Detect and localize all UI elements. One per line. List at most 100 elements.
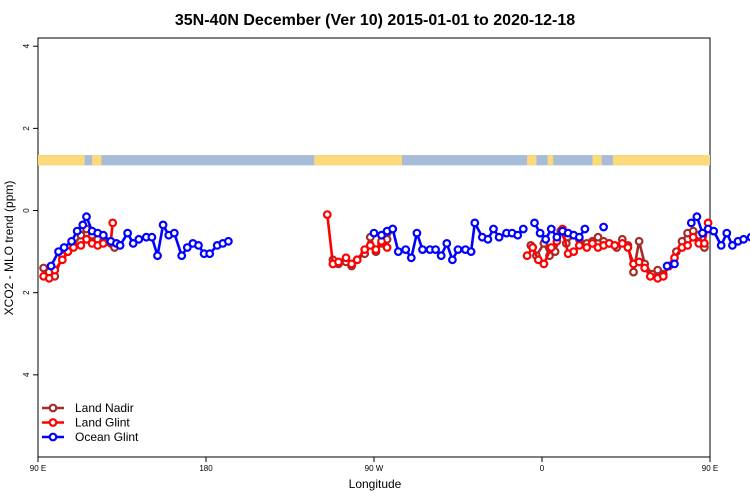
land-segment-4 xyxy=(547,155,554,166)
ocean-glint-point-1-5 xyxy=(401,245,411,255)
ocean-glint-point-2-4 xyxy=(552,232,562,242)
ocean-glint-point-0-30 xyxy=(223,236,233,246)
y-axis-title: XCO2 - MLO trend (ppm) xyxy=(2,181,16,316)
ocean-glint-point-0-14 xyxy=(128,238,138,248)
ocean-glint-point-5-2 xyxy=(698,228,707,238)
ocean-glint-point-0-15 xyxy=(134,234,144,244)
land-glint-point-2-11 xyxy=(588,238,597,248)
land-glint-point-0-6 xyxy=(76,240,86,250)
ocean-glint-point-1-10 xyxy=(431,245,441,255)
ocean-glint-point-1-1 xyxy=(377,230,386,240)
land-nadir-point-2-21 xyxy=(653,265,663,275)
land-glint-point-2-23 xyxy=(658,271,668,281)
ocean-glint-point-5-9 xyxy=(739,234,748,244)
legend-label-ocean-glint: Ocean Glint xyxy=(75,430,139,444)
land-glint-point-2-3 xyxy=(539,259,549,269)
ocean-glint-point-2-3 xyxy=(546,224,556,234)
ocean-glint-point-1-3 xyxy=(388,224,398,234)
land-glint-point-2-2 xyxy=(533,255,543,265)
land-nadir-point-2-11 xyxy=(593,232,603,242)
ocean-glint-point-5-7 xyxy=(728,240,737,250)
land-glint-point-2-30 xyxy=(700,238,709,248)
ocean-glint-point-0-13 xyxy=(123,228,132,238)
land-segment-0 xyxy=(38,155,85,166)
land-glint-point-2-1 xyxy=(528,243,538,252)
x-tick-label-2: 90 W xyxy=(365,464,384,473)
land-glint-point-0-1 xyxy=(44,273,54,283)
ocean-glint-point-0-12 xyxy=(115,240,125,250)
ocean-glint-point-2-0 xyxy=(530,218,539,228)
land-glint-point-2-20 xyxy=(640,263,650,273)
ocean-glint-point-0-23 xyxy=(182,243,192,252)
ocean-glint-point-5-5 xyxy=(716,240,726,250)
ocean-glint-point-1-7 xyxy=(412,228,422,238)
land-glint-point-2-17 xyxy=(623,243,633,252)
ocean-glint-point-1-13 xyxy=(448,255,457,265)
ocean-glint-point-0-0 xyxy=(46,261,56,271)
ocean-glint-point-0-9 xyxy=(98,230,108,240)
land-glint-point-2-4 xyxy=(546,243,556,252)
x-tick-label-0: 90 E xyxy=(30,464,46,473)
legend-marker-land-nadir xyxy=(48,403,58,413)
ocean-glint-point-2-1 xyxy=(535,228,545,238)
land-ocean-strip xyxy=(38,155,710,166)
ocean-glint-point-0-6 xyxy=(82,212,91,222)
land-segment-6 xyxy=(612,155,710,166)
ocean-glint-point-2-2 xyxy=(541,234,551,244)
ocean-glint-point-0-19 xyxy=(158,220,168,230)
y-axis-ticks: 4 2 0 2 4 xyxy=(22,43,38,377)
x-tick-label-1: 180 xyxy=(199,464,213,473)
land-glint-point-1-8 xyxy=(371,245,381,255)
series-land-glint xyxy=(39,210,713,283)
ocean-glint-point-2-8 xyxy=(574,232,584,242)
ocean-glint-point-1-19 xyxy=(483,234,493,244)
ocean-glint-point-0-2 xyxy=(59,243,69,252)
land-glint-point-2-27 xyxy=(683,240,692,250)
ocean-glint-point-1-0 xyxy=(369,228,379,238)
land-segment-2 xyxy=(314,155,402,166)
ocean-glint-point-1-24 xyxy=(513,230,523,240)
y-tick-label-3: 2 xyxy=(22,290,31,295)
y-tick-label-2: 0 xyxy=(22,208,31,213)
land-glint-point-2-16 xyxy=(617,238,627,248)
land-glint-point-1-2 xyxy=(334,257,343,267)
land-glint-point-1-0 xyxy=(322,210,332,220)
land-glint-point-2-8 xyxy=(569,247,579,257)
legend-marker-ocean-glint xyxy=(48,432,58,442)
land-segment-3 xyxy=(527,155,537,166)
ocean-glint-point-1-8 xyxy=(418,245,427,255)
ocean-glint-point-0-21 xyxy=(169,228,179,238)
x-axis-title: Longitude xyxy=(349,477,402,491)
ocean-glint-point-4-1 xyxy=(670,259,679,269)
ocean-glint-point-1-6 xyxy=(406,253,416,263)
x-axis-ticks: 90 E 180 90 W 0 90 E xyxy=(30,457,718,473)
land-glint-point-2-9 xyxy=(574,240,584,250)
legend-label-land-nadir: Land Nadir xyxy=(75,401,134,415)
land-glint-point-0-3 xyxy=(57,255,67,265)
land-glint-point-2-15 xyxy=(610,240,620,250)
ocean-glint-point-1-12 xyxy=(442,238,452,248)
land-glint-point-1-10 xyxy=(382,243,392,252)
ocean-glint-point-0-17 xyxy=(147,232,157,242)
ocean-glint-point-5-10 xyxy=(746,232,750,242)
land-glint-point-0-12 xyxy=(108,218,118,228)
ocean-glint-point-0-25 xyxy=(194,240,203,250)
ocean-glint-point-0-4 xyxy=(72,226,82,236)
land-glint-point-2-21 xyxy=(645,271,655,281)
ocean-glint-point-1-20 xyxy=(489,224,498,234)
series-ocean-glint xyxy=(46,212,750,271)
ocean-glint-point-0-22 xyxy=(177,251,187,261)
legend-marker-land-glint xyxy=(48,418,58,427)
ocean-glint-point-1-16 xyxy=(466,247,476,257)
land-glint-point-0-7 xyxy=(82,234,91,244)
ocean-glint-point-0-5 xyxy=(78,220,88,230)
land-glint-point-2-0 xyxy=(522,251,532,261)
land-glint-point-1-5 xyxy=(352,255,362,265)
y-tick-label-1: 2 xyxy=(22,126,31,131)
ocean-glint-point-5-6 xyxy=(722,228,732,238)
ocean-glint-point-3-0 xyxy=(599,222,608,232)
ocean-glint-point-0-27 xyxy=(205,249,215,259)
